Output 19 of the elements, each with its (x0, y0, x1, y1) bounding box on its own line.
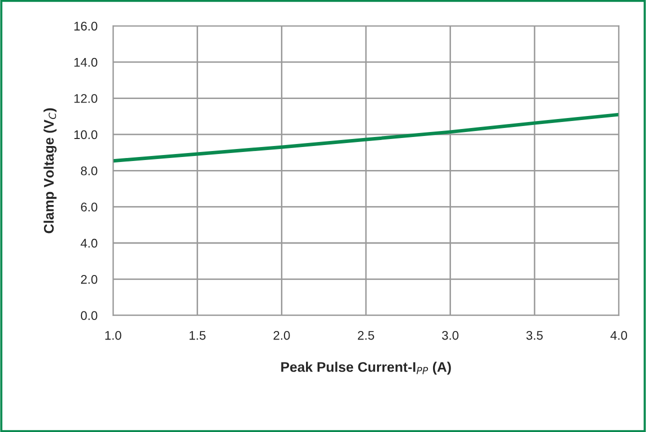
x-tick-label: 4.0 (610, 330, 628, 340)
x-tick-label: 2.0 (274, 330, 290, 340)
y-tick-label: 10.0 (74, 130, 98, 140)
x-axis-title: Peak Pulse Current-I$_{PP}$ (A) (281, 362, 451, 375)
y-tick-label: 4.0 (80, 238, 98, 248)
x-tick-label: 3.0 (442, 330, 458, 340)
y-axis-title: Clamp Voltage (V$_{C}$) (44, 108, 57, 234)
x-tick-label: 1.0 (105, 330, 122, 340)
x-tick-label: 2.5 (358, 330, 374, 340)
line-series (113, 112, 619, 163)
y-tick-label: 16.0 (74, 22, 98, 31)
x-tick-label: 1.5 (190, 331, 206, 340)
x-tick-label: 3.5 (526, 330, 543, 340)
y-tick-label: 14.0 (74, 58, 98, 67)
y-tick-label: 0.0 (80, 311, 98, 320)
y-tick-label: 8.0 (80, 166, 98, 176)
y-tick-label: 12.0 (74, 94, 98, 103)
y-tick-label: 6.0 (81, 202, 98, 212)
y-tick-label: 2.0 (81, 274, 98, 284)
